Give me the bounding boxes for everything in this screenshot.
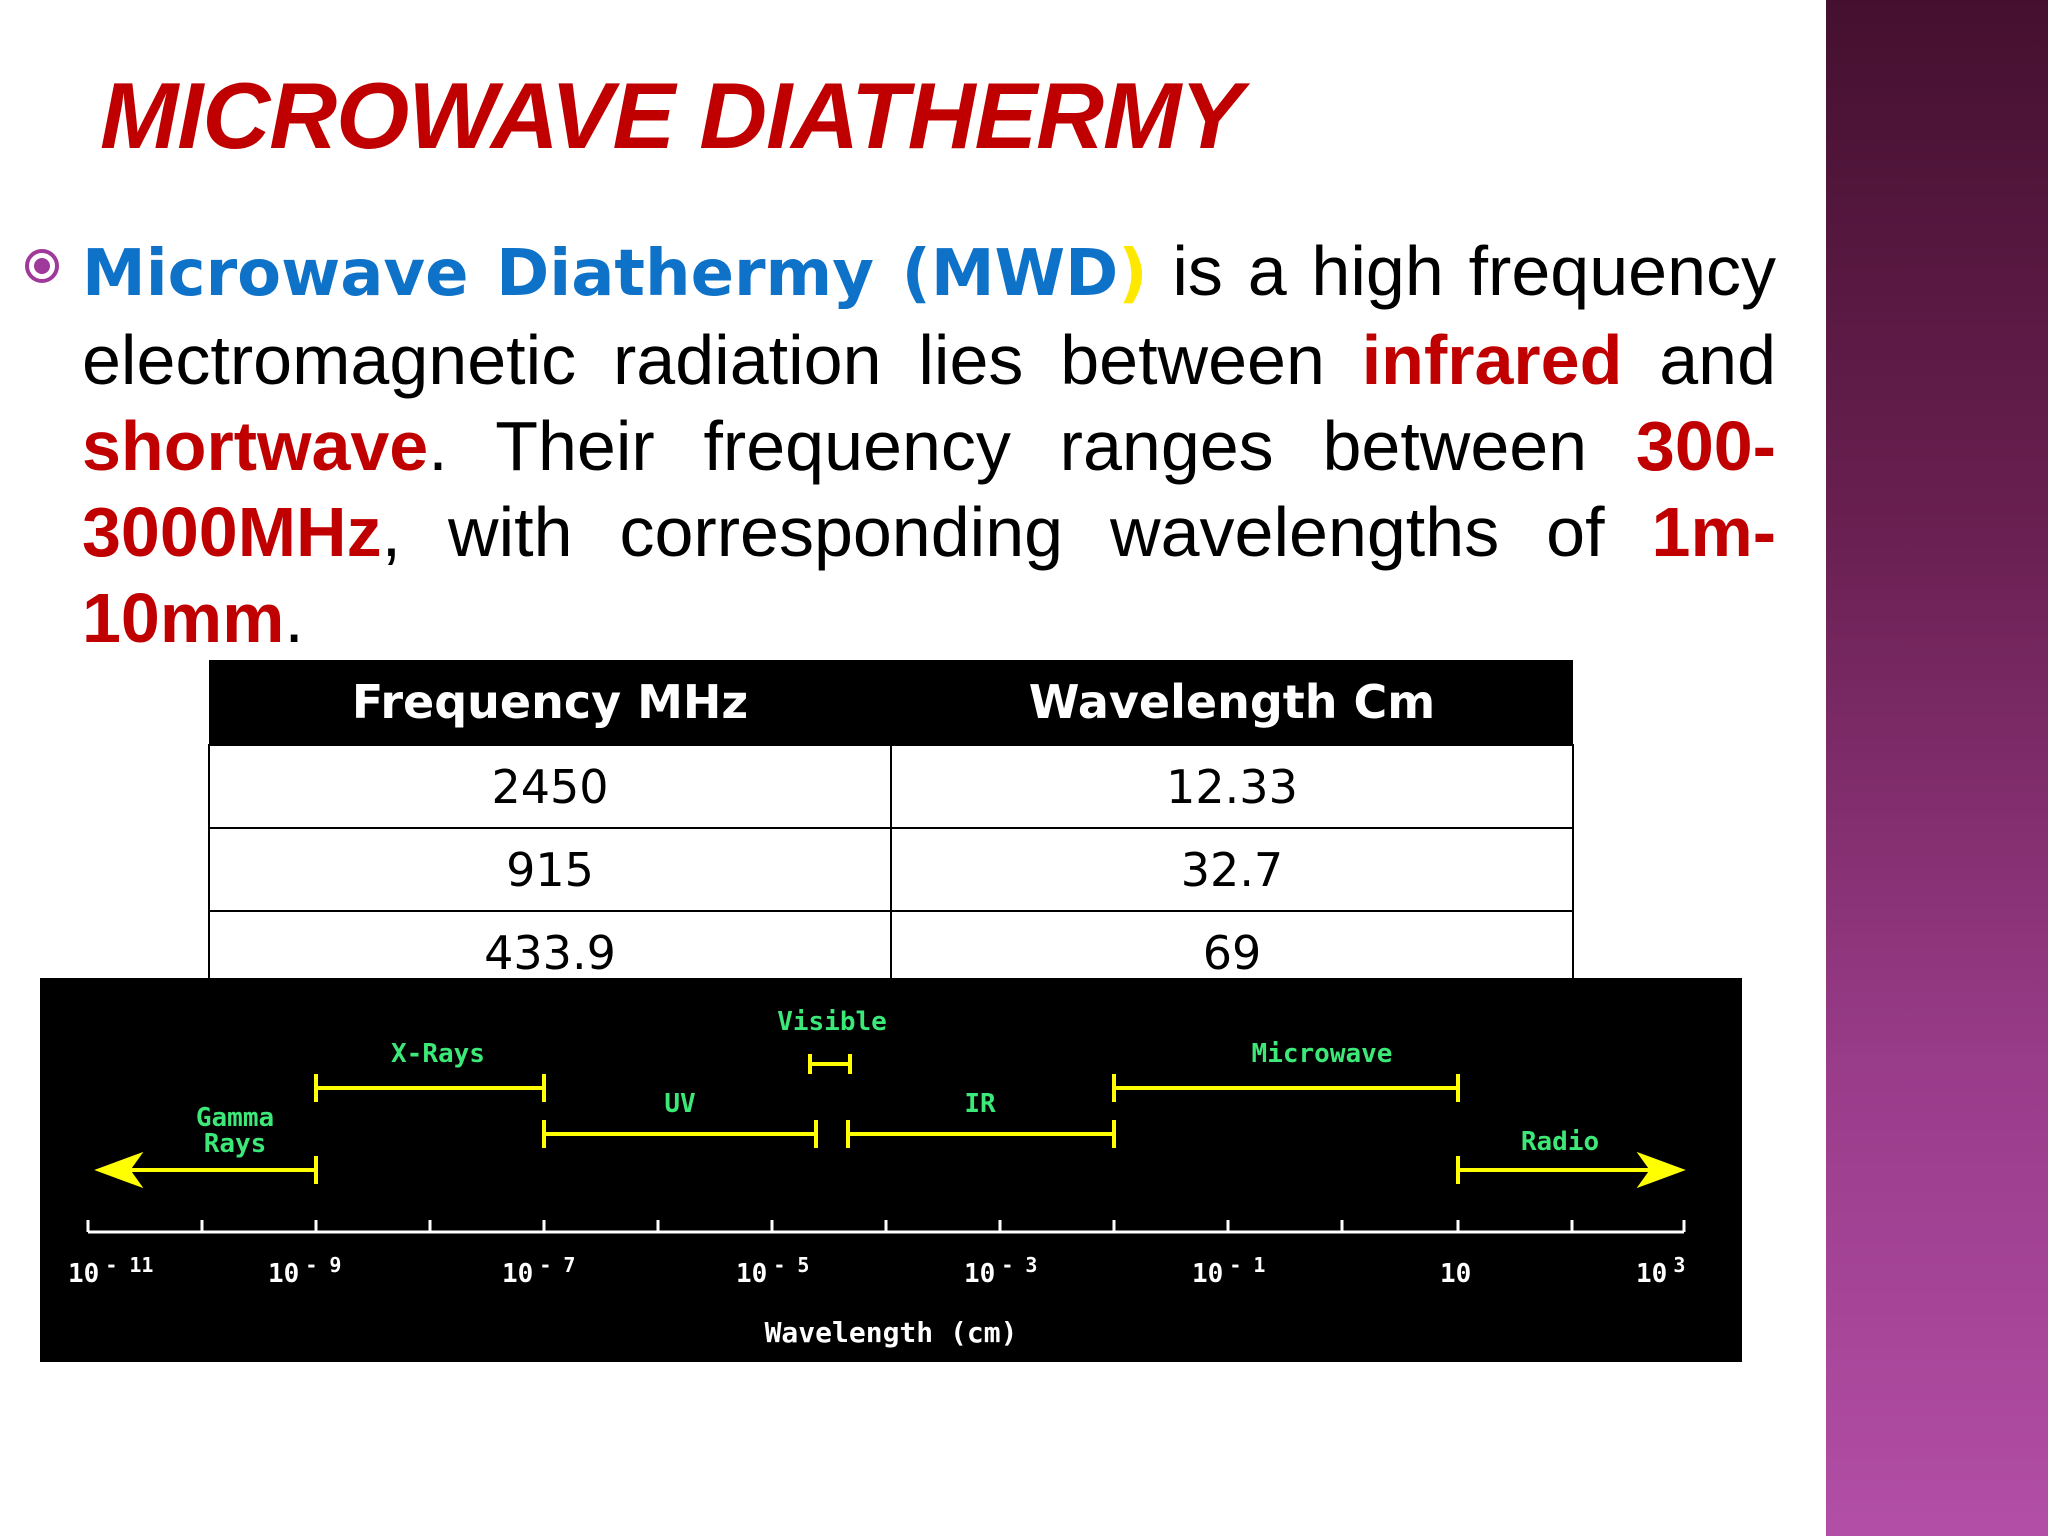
ir-range [846,1120,1116,1148]
tick-label: 10- 5 [736,1253,809,1289]
label-xrays: X-Rays [391,1039,485,1069]
label-gamma-line2: Rays [204,1129,267,1159]
gamma-rays-range [94,1151,318,1189]
xrays-range [314,1074,546,1102]
label-gamma-line1: Gamma [196,1103,274,1133]
microwave-range [1112,1074,1460,1102]
text-segment-5: . [284,579,304,657]
label-microwave: Microwave [1252,1039,1393,1069]
definition-paragraph: Microwave Diathermy (MWD) is a high freq… [82,228,1776,661]
header-frequency: Frequency MHz [209,660,891,745]
term-close-paren: ) [1118,237,1148,311]
cell-frequency: 915 [208,827,892,912]
tick-label: 10- 7 [502,1253,575,1289]
label-ir: IR [964,1089,996,1119]
tick-label: 10 [1440,1259,1471,1289]
table-header-row: Frequency MHz Wavelength Cm [209,660,1573,745]
wavelength-range: 1m-10mm [82,493,1776,657]
wavelength-axis [86,1220,1686,1234]
tick-label: 10- 1 [1192,1253,1265,1289]
cell-wavelength: 32.7 [890,827,1574,912]
label-visible: Visible [777,1007,887,1037]
tick-label: 10 3 [1636,1253,1685,1289]
frequency-range: 300-3000MHz [82,407,1776,571]
tick-label: 10- 3 [964,1253,1037,1289]
text-segment-1: is a high frequency electromagnetic radi… [82,232,1777,399]
table-row: 2450 12.33 [208,744,1574,829]
text-segment-4: , with corresponding wavelengths of [381,493,1652,571]
decorative-side-panel [1826,0,2048,1536]
uv-range [542,1120,818,1148]
term-mwd: Microwave Diathermy (MWD [82,237,1119,311]
table-row: 915 32.7 [208,827,1574,912]
target-bullet-icon [25,249,59,283]
axis-label-wavelength: Wavelength (cm) [765,1316,1018,1349]
cell-wavelength: 12.33 [890,744,1574,829]
electromagnetic-spectrum-diagram: Gamma Rays X-Rays UV Visible IR Microwav… [40,978,1742,1362]
slide-title: MICROWAVE DIATHERMY [100,63,1243,168]
text-segment-3: . Their frequency ranges between [428,407,1636,485]
tick-label: 10- 9 [268,1253,341,1289]
term-shortwave: shortwave [82,407,429,485]
label-uv: UV [664,1089,695,1119]
visible-range [808,1054,852,1074]
text-segment-2: and [1622,321,1776,399]
term-infrared: infrared [1361,321,1623,399]
radio-range [1456,1151,1686,1189]
cell-frequency: 2450 [208,744,892,829]
frequency-wavelength-table: Frequency MHz Wavelength Cm 2450 12.33 9… [208,660,1574,995]
label-radio: Radio [1521,1127,1599,1157]
header-wavelength: Wavelength Cm [891,660,1573,745]
tick-label: 10- 11 [68,1253,153,1289]
